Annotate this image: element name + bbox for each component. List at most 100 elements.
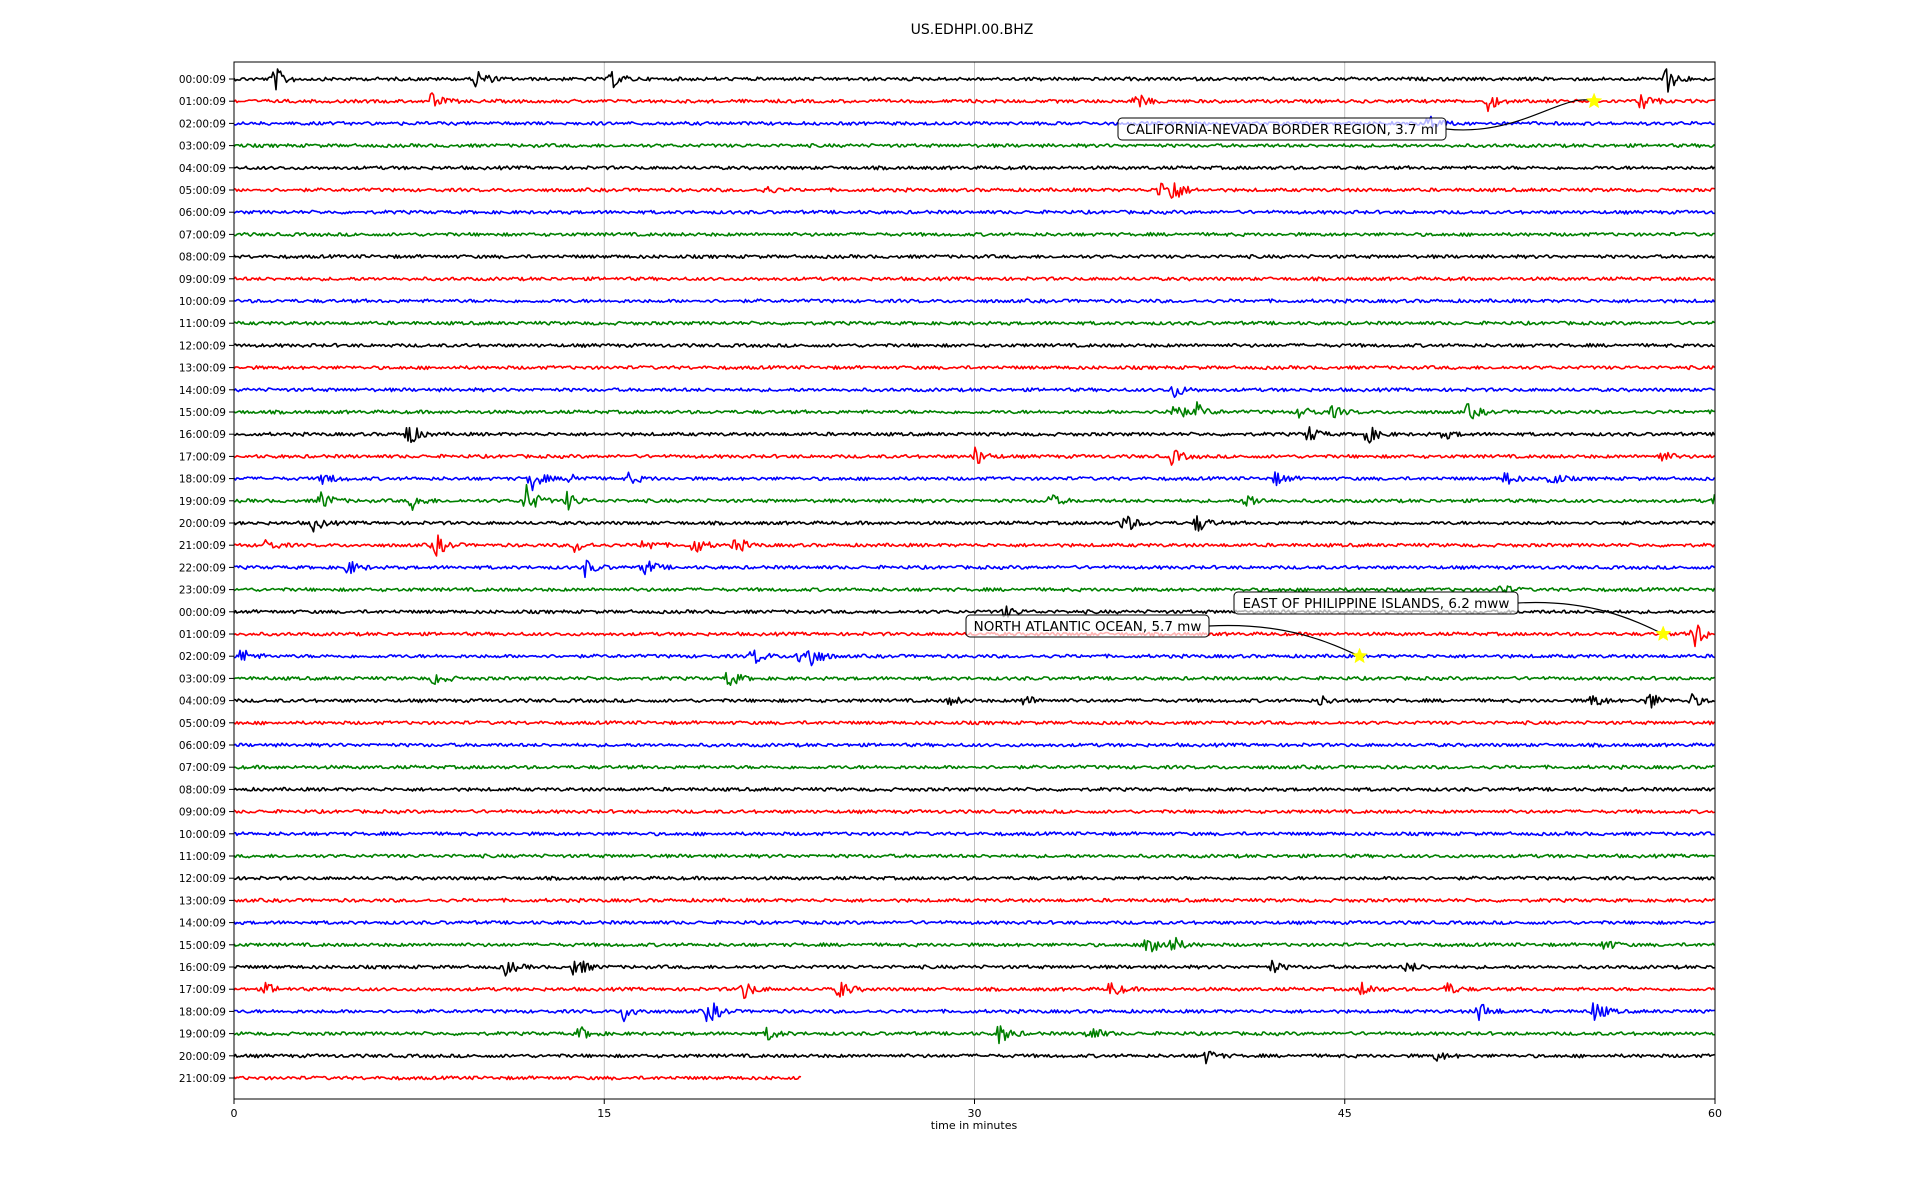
trace-row-18 [233, 471, 1716, 492]
chart-title: US.EDHPI.00.BHZ [911, 22, 1034, 38]
event-label: EAST OF PHILIPPINE ISLANDS, 6.2 mww [1243, 596, 1510, 612]
annotation-connector [1445, 99, 1595, 131]
annotation-box [1233, 591, 1519, 615]
event-annotation: CALIFORNIA-NEVADA BORDER REGION, 3.7 ml [1117, 92, 1603, 141]
trace-row-44 [233, 1050, 1715, 1065]
y-tick-label: 21:00:09 [179, 540, 226, 552]
y-tick-label: 04:00:09 [179, 163, 226, 175]
y-tick-label: 13:00:09 [179, 895, 226, 907]
y-tick-label: 05:00:09 [179, 185, 226, 197]
trace-row-32 [233, 786, 1715, 792]
trace-row-23 [233, 585, 1716, 594]
y-tick-label: 10:00:09 [179, 829, 226, 841]
trace-row-42 [233, 1002, 1715, 1023]
y-tick-label: 08:00:09 [179, 784, 226, 796]
trace-row-8 [233, 254, 1716, 260]
event-annotations: CALIFORNIA-NEVADA BORDER REGION, 3.7 ml E… [965, 92, 1672, 664]
trace-row-16 [234, 426, 1716, 444]
x-axis-label: time in minutes [931, 1119, 1018, 1132]
event-label: CALIFORNIA-NEVADA BORDER REGION, 3.7 ml [1126, 122, 1438, 138]
trace-row-22 [233, 559, 1716, 579]
y-tick-label: 08:00:09 [179, 252, 226, 264]
trace-row-38 [233, 920, 1715, 926]
trace-row-28 [233, 693, 1715, 709]
y-tick-label: 21:00:09 [179, 1073, 226, 1085]
y-tick-label: 12:00:09 [179, 340, 226, 352]
y-tick-label: 17:00:09 [179, 984, 226, 996]
y-tick-label: 22:00:09 [179, 562, 226, 574]
trace-row-6 [233, 209, 1715, 215]
y-tick-label: 20:00:09 [179, 1051, 226, 1063]
annotation-box [965, 614, 1210, 638]
trace-row-5 [233, 182, 1715, 199]
trace-row-17 [233, 446, 1716, 466]
trace-row-31 [233, 764, 1715, 770]
x-tick-label: 30 [968, 1107, 982, 1120]
y-tick-label: 03:00:09 [179, 141, 226, 153]
y-tick-label: 03:00:09 [179, 673, 226, 685]
y-tick-label: 14:00:09 [179, 918, 226, 930]
y-tick-label: 09:00:09 [179, 274, 226, 286]
y-tick-label: 06:00:09 [179, 740, 226, 752]
event-star-marker [1654, 625, 1672, 642]
y-tick-label: 18:00:09 [179, 1006, 226, 1018]
trace-row-15 [233, 401, 1715, 420]
y-tick-label: 00:00:09 [179, 74, 226, 86]
y-tick-label: 19:00:09 [179, 496, 226, 508]
event-star-marker [1351, 647, 1368, 664]
trace-row-34 [233, 831, 1715, 837]
y-tick-label: 02:00:09 [179, 118, 226, 130]
trace-row-0 [233, 68, 1715, 93]
y-tick-label: 10:00:09 [179, 296, 226, 308]
y-tick-label: 02:00:09 [179, 651, 226, 663]
trace-row-35 [233, 853, 1715, 859]
y-tick-label: 23:00:09 [179, 585, 226, 597]
y-tick-label: 19:00:09 [179, 1029, 226, 1041]
y-tick-label: 18:00:09 [179, 474, 226, 486]
trace-row-7 [233, 231, 1715, 238]
trace-row-40 [233, 959, 1715, 977]
trace-row-36 [234, 875, 1716, 881]
trace-row-10 [233, 298, 1716, 304]
y-tick-label: 11:00:09 [179, 318, 226, 330]
trace-row-2 [233, 115, 1715, 128]
trace-row-33 [233, 809, 1715, 815]
trace-row-9 [233, 276, 1715, 282]
y-tick-label: 09:00:09 [179, 807, 226, 819]
x-axis: 0 15 30 45 60 [231, 1099, 1722, 1120]
y-tick-label: 12:00:09 [179, 873, 226, 885]
annotation-box [1117, 117, 1447, 141]
trace-row-39 [233, 936, 1716, 953]
trace-row-19 [233, 483, 1716, 511]
y-tick-label: 15:00:09 [179, 407, 226, 419]
trace-row-41 [233, 981, 1716, 1000]
x-tick-label: 60 [1708, 1107, 1722, 1120]
y-tick-label: 14:00:09 [179, 385, 226, 397]
y-tick-label: 15:00:09 [179, 940, 226, 952]
trace-row-27 [233, 671, 1715, 686]
trace-row-30 [233, 742, 1716, 748]
y-tick-label: 01:00:09 [179, 96, 226, 108]
y-tick-label: 13:00:09 [179, 363, 226, 375]
y-tick-label: 00:00:09 [179, 607, 226, 619]
trace-row-1 [233, 92, 1715, 113]
trace-row-26 [233, 649, 1715, 667]
seismic-traces [233, 68, 1716, 1081]
x-tick-label: 15 [597, 1107, 611, 1120]
y-tick-label: 06:00:09 [179, 207, 226, 219]
y-tick-label: 05:00:09 [179, 718, 226, 730]
y-tick-label: 20:00:09 [179, 518, 226, 530]
y-tick-label: 16:00:09 [179, 962, 226, 974]
x-tick-label: 45 [1338, 1107, 1352, 1120]
trace-row-3 [233, 143, 1716, 149]
event-annotation: EAST OF PHILIPPINE ISLANDS, 6.2 mww [1233, 591, 1672, 642]
y-tick-label: 04:00:09 [179, 696, 226, 708]
trace-row-14 [233, 386, 1715, 398]
event-star-marker [1585, 92, 1603, 109]
trace-row-37 [233, 897, 1715, 904]
annotation-connector [1517, 601, 1664, 635]
trace-row-43 [233, 1025, 1715, 1045]
y-tick-label: 16:00:09 [179, 429, 226, 441]
trace-row-21 [233, 534, 1716, 557]
